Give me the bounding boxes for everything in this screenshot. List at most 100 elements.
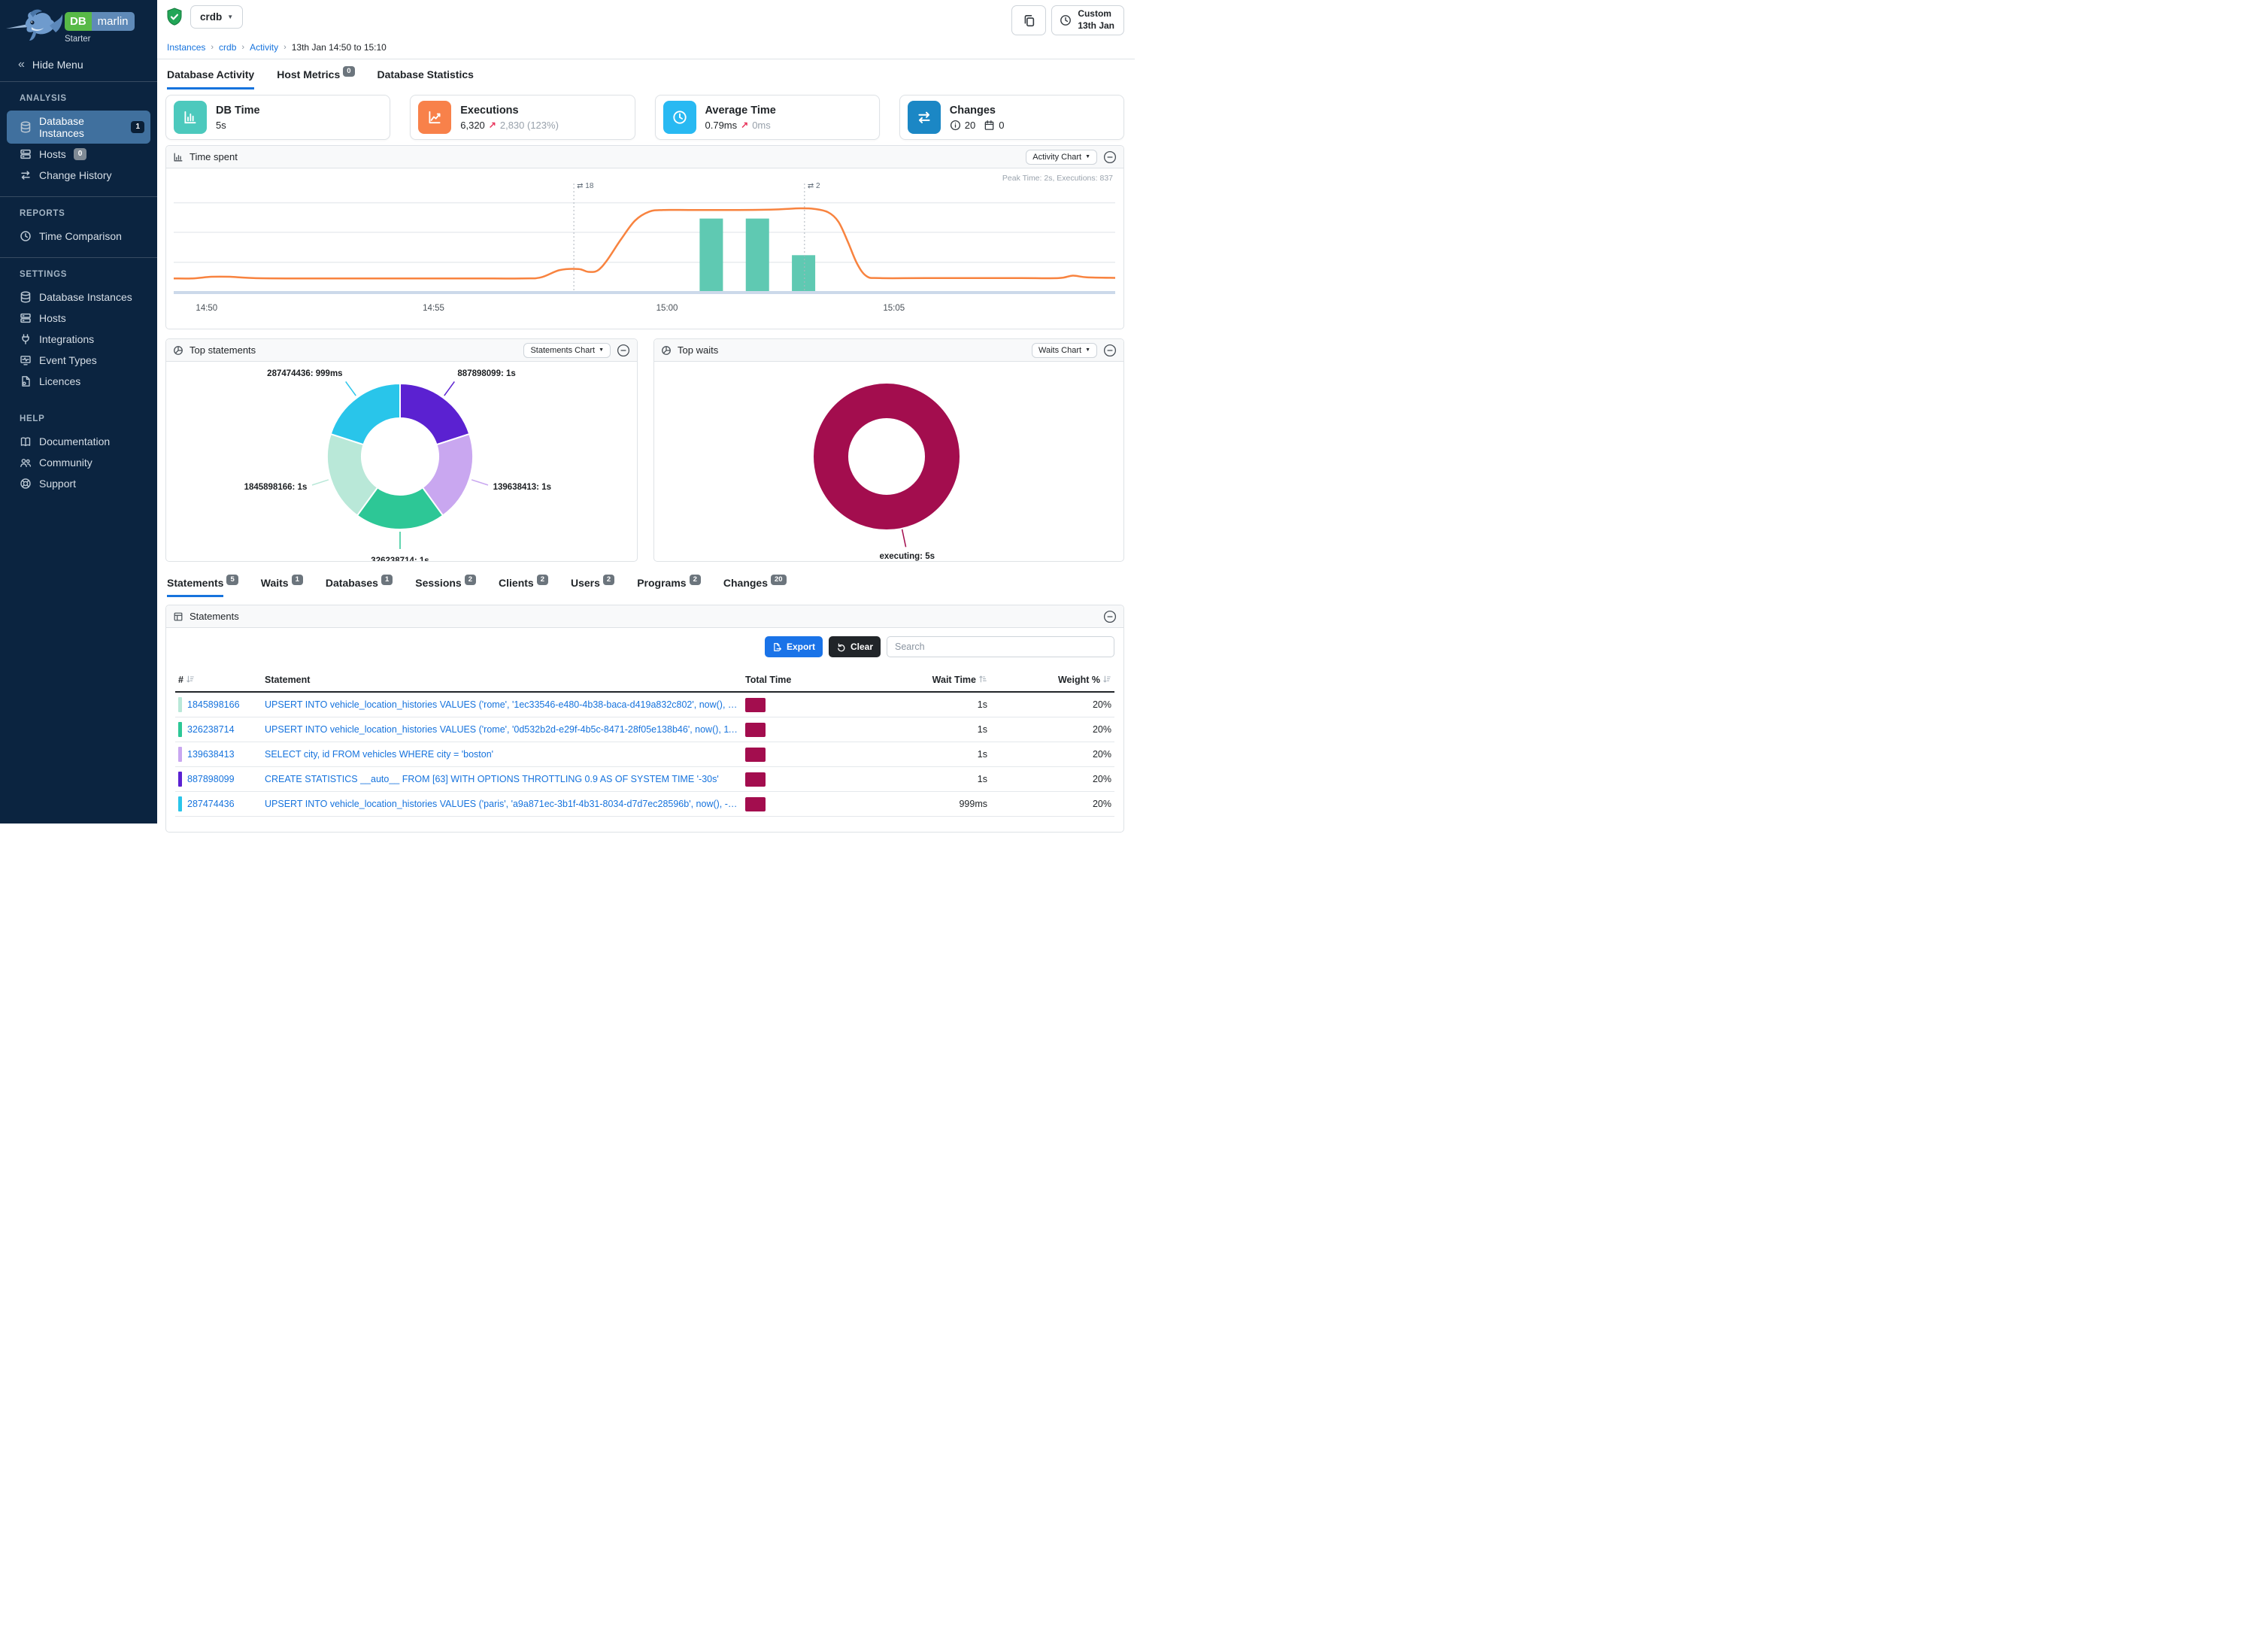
- table-icon: [173, 611, 183, 622]
- donut-label: 1845898166: 1s: [244, 483, 308, 492]
- instance-selector[interactable]: crdb ▼: [190, 5, 244, 29]
- sidebar-item-time-comparison[interactable]: Time Comparison: [0, 226, 157, 247]
- donut-slice-executing[interactable]: [814, 384, 960, 529]
- sidebar-item-community[interactable]: Community: [0, 452, 157, 473]
- panel-title-top-waits: Top waits: [678, 344, 719, 356]
- clear-button[interactable]: Clear: [828, 636, 881, 657]
- app-logo[interactable]: DB marlin Starter: [0, 0, 157, 48]
- sidebar-item-settings-hosts[interactable]: Hosts: [0, 308, 157, 329]
- average-time-value: 0.79ms: [705, 119, 738, 131]
- statement-link[interactable]: CREATE STATISTICS __auto__ FROM [63] WIT…: [265, 774, 719, 785]
- tab-waits[interactable]: Waits 1: [261, 575, 303, 597]
- tab-statements[interactable]: Statements 5: [167, 575, 238, 597]
- executions-bar[interactable]: [745, 218, 769, 291]
- statements-chart-select[interactable]: Statements Chart ▼: [523, 342, 611, 358]
- statement-id-link[interactable]: 287474436: [187, 799, 235, 809]
- sidebar-item-change-history[interactable]: Change History: [0, 165, 157, 186]
- donut-slice-887898099[interactable]: [399, 382, 471, 446]
- hide-menu-button[interactable]: « Hide Menu: [0, 48, 157, 82]
- statement-link[interactable]: SELECT city, id FROM vehicles WHERE city…: [265, 749, 494, 760]
- breadcrumb: Instances › crdb › Activity › 13th Jan 1…: [165, 35, 1124, 59]
- undo-icon: [836, 642, 846, 652]
- label-leader-line: [345, 381, 356, 396]
- breadcrumb-activity[interactable]: Activity: [250, 42, 279, 53]
- sidebar-item-integrations[interactable]: Integrations: [0, 329, 157, 350]
- donut-label: executing: 5s: [879, 552, 935, 561]
- statement-id-link[interactable]: 139638413: [187, 749, 235, 760]
- breadcrumb-instances[interactable]: Instances: [167, 42, 206, 53]
- collapse-panel-button[interactable]: [1103, 150, 1117, 164]
- collapse-panel-button[interactable]: [1103, 610, 1117, 623]
- time-range-button[interactable]: Custom 13th Jan: [1051, 5, 1124, 35]
- edition-label: Starter: [65, 35, 91, 44]
- tab-changes[interactable]: Changes 20: [723, 575, 787, 597]
- db-time-line[interactable]: [172, 207, 1117, 280]
- statement-link[interactable]: UPSERT INTO vehicle_location_histories V…: [265, 724, 739, 736]
- tab-badge: 2: [464, 575, 477, 585]
- export-button[interactable]: Export: [764, 636, 823, 657]
- sidebar-item-database-instances[interactable]: Database Instances 1: [7, 111, 150, 144]
- waits-chart-select[interactable]: Waits Chart ▼: [1032, 342, 1097, 358]
- change-annotation-label[interactable]: ⇄ 2: [808, 182, 820, 190]
- chevron-down-icon: ▼: [1085, 347, 1090, 353]
- statements-table: # Statement Total Time Wait Time Weight …: [175, 669, 1114, 817]
- section-title-help: HELP: [20, 414, 45, 423]
- sidebar-item-support[interactable]: Support: [0, 473, 157, 494]
- tab-users[interactable]: Users 2: [571, 575, 615, 597]
- statement-id-link[interactable]: 887898099: [187, 774, 235, 784]
- time-spent-chart: Peak Time: 2s, Executions: 837 ⇄ 18 ⇄ 2 14…: [166, 168, 1123, 329]
- collapse-panel-button[interactable]: [1103, 344, 1117, 357]
- executions-bar[interactable]: [792, 255, 816, 291]
- donut-label: 887898099: 1s: [457, 369, 515, 378]
- col-header-total-time[interactable]: Total Time: [742, 669, 855, 693]
- sidebar-item-hosts[interactable]: Hosts 0: [0, 144, 157, 165]
- sidebar-item-settings-database-instances[interactable]: Database Instances: [0, 287, 157, 308]
- executions-bar[interactable]: [699, 218, 723, 291]
- section-title-settings: SETTINGS: [20, 270, 68, 279]
- change-annotation-label[interactable]: ⇄ 18: [577, 182, 594, 190]
- col-header-statement[interactable]: Statement: [262, 669, 742, 693]
- label-leader-line: [311, 479, 329, 486]
- col-header-id[interactable]: #: [175, 669, 262, 693]
- collapse-panel-button[interactable]: [617, 344, 630, 357]
- x-axis-baseline: [174, 291, 1115, 294]
- col-header-weight[interactable]: Weight %: [990, 669, 1114, 693]
- time-series-chart[interactable]: ⇄ 18 ⇄ 2 14:50 14:55 15:00 15:05: [172, 173, 1117, 322]
- sort-desc-icon: [1102, 675, 1111, 684]
- sidebar-item-documentation[interactable]: Documentation: [0, 431, 157, 452]
- search-input[interactable]: [887, 636, 1114, 657]
- panel-title-time-spent: Time spent: [190, 151, 238, 162]
- tab-sessions[interactable]: Sessions 2: [415, 575, 477, 597]
- life-ring-icon: [20, 478, 32, 490]
- tab-database-activity[interactable]: Database Activity: [167, 68, 255, 89]
- donut-slice-287474436[interactable]: [329, 382, 401, 446]
- statement-id-link[interactable]: 1845898166: [187, 699, 240, 710]
- breadcrumb-crdb[interactable]: crdb: [219, 42, 237, 53]
- table-row: 887898099 CREATE STATISTICS __auto__ FRO…: [175, 766, 1114, 792]
- statements-donut-chart[interactable]: 887898099: 1s 139638413: 1s 326238714: 1s 1…: [166, 362, 637, 566]
- activity-chart-select[interactable]: Activity Chart ▼: [1026, 149, 1097, 165]
- copy-link-button[interactable]: [1011, 5, 1047, 35]
- tab-badge: 2: [689, 575, 701, 585]
- statement-id-link[interactable]: 326238714: [187, 724, 235, 735]
- col-header-wait-time[interactable]: Wait Time: [855, 669, 990, 693]
- tab-clients[interactable]: Clients 2: [499, 575, 548, 597]
- tab-programs[interactable]: Programs 2: [637, 575, 701, 597]
- waits-donut-chart[interactable]: executing: 5s: [654, 362, 1123, 561]
- sidebar-item-event-types[interactable]: Event Types: [0, 350, 157, 371]
- tab-host-metrics[interactable]: Host Metrics 0: [277, 66, 355, 89]
- sidebar-item-licences[interactable]: Licences: [0, 371, 157, 392]
- instance-name: crdb: [200, 11, 223, 23]
- swap-arrows-icon: [20, 169, 32, 181]
- export-icon: [772, 642, 782, 652]
- statement-color-chip: [178, 796, 182, 811]
- statement-link[interactable]: UPSERT INTO vehicle_location_histories V…: [265, 799, 739, 810]
- tab-databases[interactable]: Databases 1: [326, 575, 393, 597]
- chevron-down-icon: ▼: [227, 14, 234, 20]
- donut-row: Top statements Statements Chart ▼ 887898…: [165, 338, 1124, 566]
- section-title-analysis: ANALYSIS: [20, 94, 67, 103]
- kpi-average-time: Average Time 0.79ms ↗ 0ms: [654, 95, 880, 140]
- donut-label: 326238714: 1s: [371, 557, 429, 561]
- tab-database-statistics[interactable]: Database Statistics: [377, 68, 474, 80]
- statement-link[interactable]: UPSERT INTO vehicle_location_histories V…: [265, 699, 739, 711]
